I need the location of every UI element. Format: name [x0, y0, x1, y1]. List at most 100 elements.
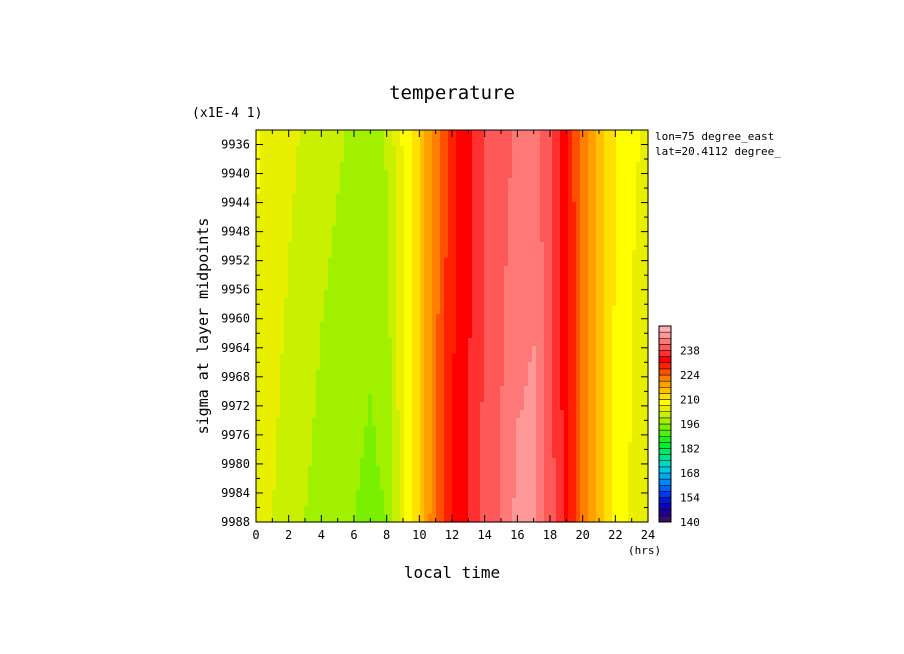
- heatmap-cell: [628, 162, 633, 171]
- heatmap-cell: [588, 466, 593, 475]
- heatmap-cell: [540, 466, 545, 475]
- heatmap-cell: [504, 226, 509, 235]
- heatmap-cell: [408, 218, 413, 227]
- heatmap-cell: [544, 338, 549, 347]
- heatmap-cell: [588, 514, 593, 523]
- heatmap-cell: [508, 282, 513, 291]
- heatmap-cell: [476, 146, 481, 155]
- heatmap-cell: [256, 162, 261, 171]
- heatmap-cell: [512, 490, 517, 499]
- heatmap-cell: [416, 394, 421, 403]
- heatmap-cell: [344, 458, 349, 467]
- heatmap-cell: [284, 426, 289, 435]
- heatmap-cell: [260, 322, 265, 331]
- heatmap-cell: [308, 282, 313, 291]
- heatmap-cell: [632, 234, 637, 243]
- heatmap-cell: [592, 434, 597, 443]
- heatmap-cell: [588, 154, 593, 163]
- heatmap-cell: [376, 130, 381, 139]
- heatmap-cell: [416, 306, 421, 315]
- heatmap-cell: [504, 242, 509, 251]
- heatmap-cell: [256, 226, 261, 235]
- heatmap-cell: [636, 338, 641, 347]
- heatmap-cell: [316, 338, 321, 347]
- heatmap-cell: [580, 210, 585, 219]
- heatmap-cell: [636, 354, 641, 363]
- colorbar-swatch: [658, 380, 672, 388]
- heatmap-cell: [264, 490, 269, 499]
- heatmap-cell: [288, 330, 293, 339]
- heatmap-cell: [288, 442, 293, 451]
- heatmap-cell: [376, 242, 381, 251]
- heatmap-cell: [512, 306, 517, 315]
- heatmap-cell: [432, 258, 437, 267]
- heatmap-cell: [420, 474, 425, 483]
- heatmap-cell: [520, 394, 525, 403]
- heatmap-cell: [464, 242, 469, 251]
- heatmap-cell: [388, 394, 393, 403]
- heatmap-cell: [512, 434, 517, 443]
- heatmap-cell: [528, 514, 533, 523]
- heatmap-cell: [328, 242, 333, 251]
- heatmap-cell: [476, 370, 481, 379]
- heatmap-cell: [496, 474, 501, 483]
- heatmap-cell: [644, 298, 649, 307]
- heatmap-cell: [620, 258, 625, 267]
- heatmap-cell: [552, 250, 557, 259]
- heatmap-cell: [644, 378, 649, 387]
- heatmap-cell: [476, 458, 481, 467]
- heatmap-cell: [340, 418, 345, 427]
- heatmap-cell: [340, 362, 345, 371]
- heatmap-cell: [392, 258, 397, 267]
- heatmap-cell: [644, 370, 649, 379]
- heatmap-cell: [616, 138, 621, 147]
- heatmap-cell: [280, 282, 285, 291]
- heatmap-cell: [640, 138, 645, 147]
- heatmap-cell: [584, 498, 589, 507]
- heatmap-cell: [624, 506, 629, 515]
- heatmap-cell: [444, 298, 449, 307]
- heatmap-cell: [616, 226, 621, 235]
- heatmap-cell: [540, 314, 545, 323]
- heatmap-cell: [276, 386, 281, 395]
- heatmap-cell: [360, 498, 365, 507]
- heatmap-cell: [416, 162, 421, 171]
- heatmap-cell: [612, 386, 617, 395]
- heatmap-cell: [448, 426, 453, 435]
- heatmap-cell: [616, 386, 621, 395]
- heatmap-cell: [272, 202, 277, 211]
- heatmap-cell: [536, 338, 541, 347]
- heatmap-cell: [552, 266, 557, 275]
- heatmap-cell: [352, 450, 357, 459]
- heatmap-cell: [528, 490, 533, 499]
- heatmap-cell: [516, 146, 521, 155]
- heatmap-cell: [392, 322, 397, 331]
- heatmap-cell: [572, 410, 577, 419]
- heatmap-cell: [276, 210, 281, 219]
- heatmap-cell: [328, 306, 333, 315]
- heatmap-cell: [508, 210, 513, 219]
- heatmap-cell: [292, 394, 297, 403]
- heatmap-cell: [268, 290, 273, 299]
- heatmap-cell: [296, 354, 301, 363]
- heatmap-cell: [592, 290, 597, 299]
- heatmap-cell: [396, 218, 401, 227]
- heatmap-cell: [620, 330, 625, 339]
- heatmap-cell: [392, 282, 397, 291]
- heatmap-cell: [344, 386, 349, 395]
- heatmap-cell: [436, 146, 441, 155]
- heatmap-cell: [556, 442, 561, 451]
- heatmap-cell: [576, 314, 581, 323]
- heatmap-cell: [572, 290, 577, 299]
- heatmap-cell: [356, 274, 361, 283]
- heatmap-cell: [328, 154, 333, 163]
- heatmap-cell: [528, 330, 533, 339]
- heatmap-cell: [392, 154, 397, 163]
- heatmap-cell: [368, 226, 373, 235]
- heatmap-cell: [500, 290, 505, 299]
- heatmap-cell: [460, 258, 465, 267]
- heatmap-cell: [620, 130, 625, 139]
- heatmap-cell: [264, 402, 269, 411]
- heatmap-cell: [272, 338, 277, 347]
- heatmap-cell: [596, 138, 601, 147]
